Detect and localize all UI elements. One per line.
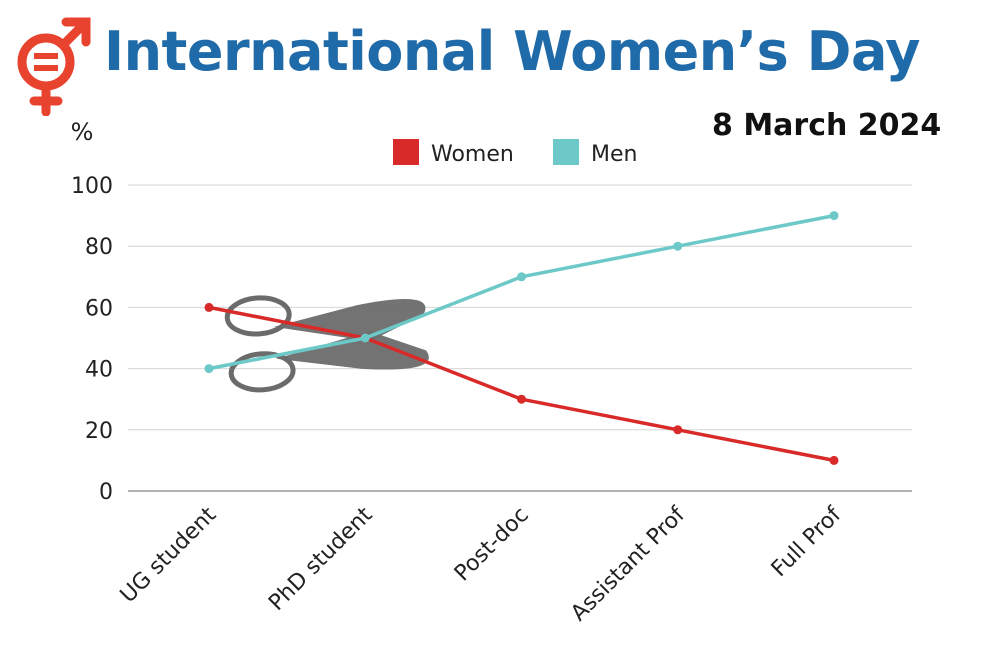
legend-label: Men <box>591 142 637 167</box>
page-title: International Women’s Day <box>104 20 920 83</box>
data-point-women <box>204 302 214 312</box>
scissors-icon <box>224 295 429 393</box>
legend-swatch <box>393 139 419 165</box>
series-line-men <box>207 213 836 371</box>
y-tick-label: 20 <box>85 419 113 444</box>
data-point-women <box>673 425 683 435</box>
y-tick-label: 100 <box>71 174 113 199</box>
y-tick-label: 60 <box>85 296 113 321</box>
legend-swatch <box>553 139 579 165</box>
x-tick-label: Assistant Prof <box>566 502 691 627</box>
data-point-men <box>517 272 526 282</box>
data-point-men <box>360 333 370 343</box>
data-point-women <box>829 455 839 465</box>
y-tick-label: 0 <box>99 480 113 505</box>
x-tick-label: Post-doc <box>450 503 534 587</box>
data-point-men <box>673 241 683 251</box>
x-tick-label: PhD student <box>264 502 378 616</box>
x-tick-label: Full Prof <box>767 502 847 582</box>
gender-equality-icon <box>17 17 91 116</box>
y-tick-label: 40 <box>85 358 113 383</box>
x-tick-label: UG student <box>116 502 222 608</box>
legend-label: Women <box>431 142 514 167</box>
data-point-women <box>517 394 526 404</box>
y-axis-label: % <box>71 118 94 146</box>
data-point-men <box>204 364 214 374</box>
event-date: 8 March 2024 <box>712 108 942 143</box>
data-point-men <box>829 211 839 221</box>
y-tick-label: 80 <box>85 235 113 260</box>
